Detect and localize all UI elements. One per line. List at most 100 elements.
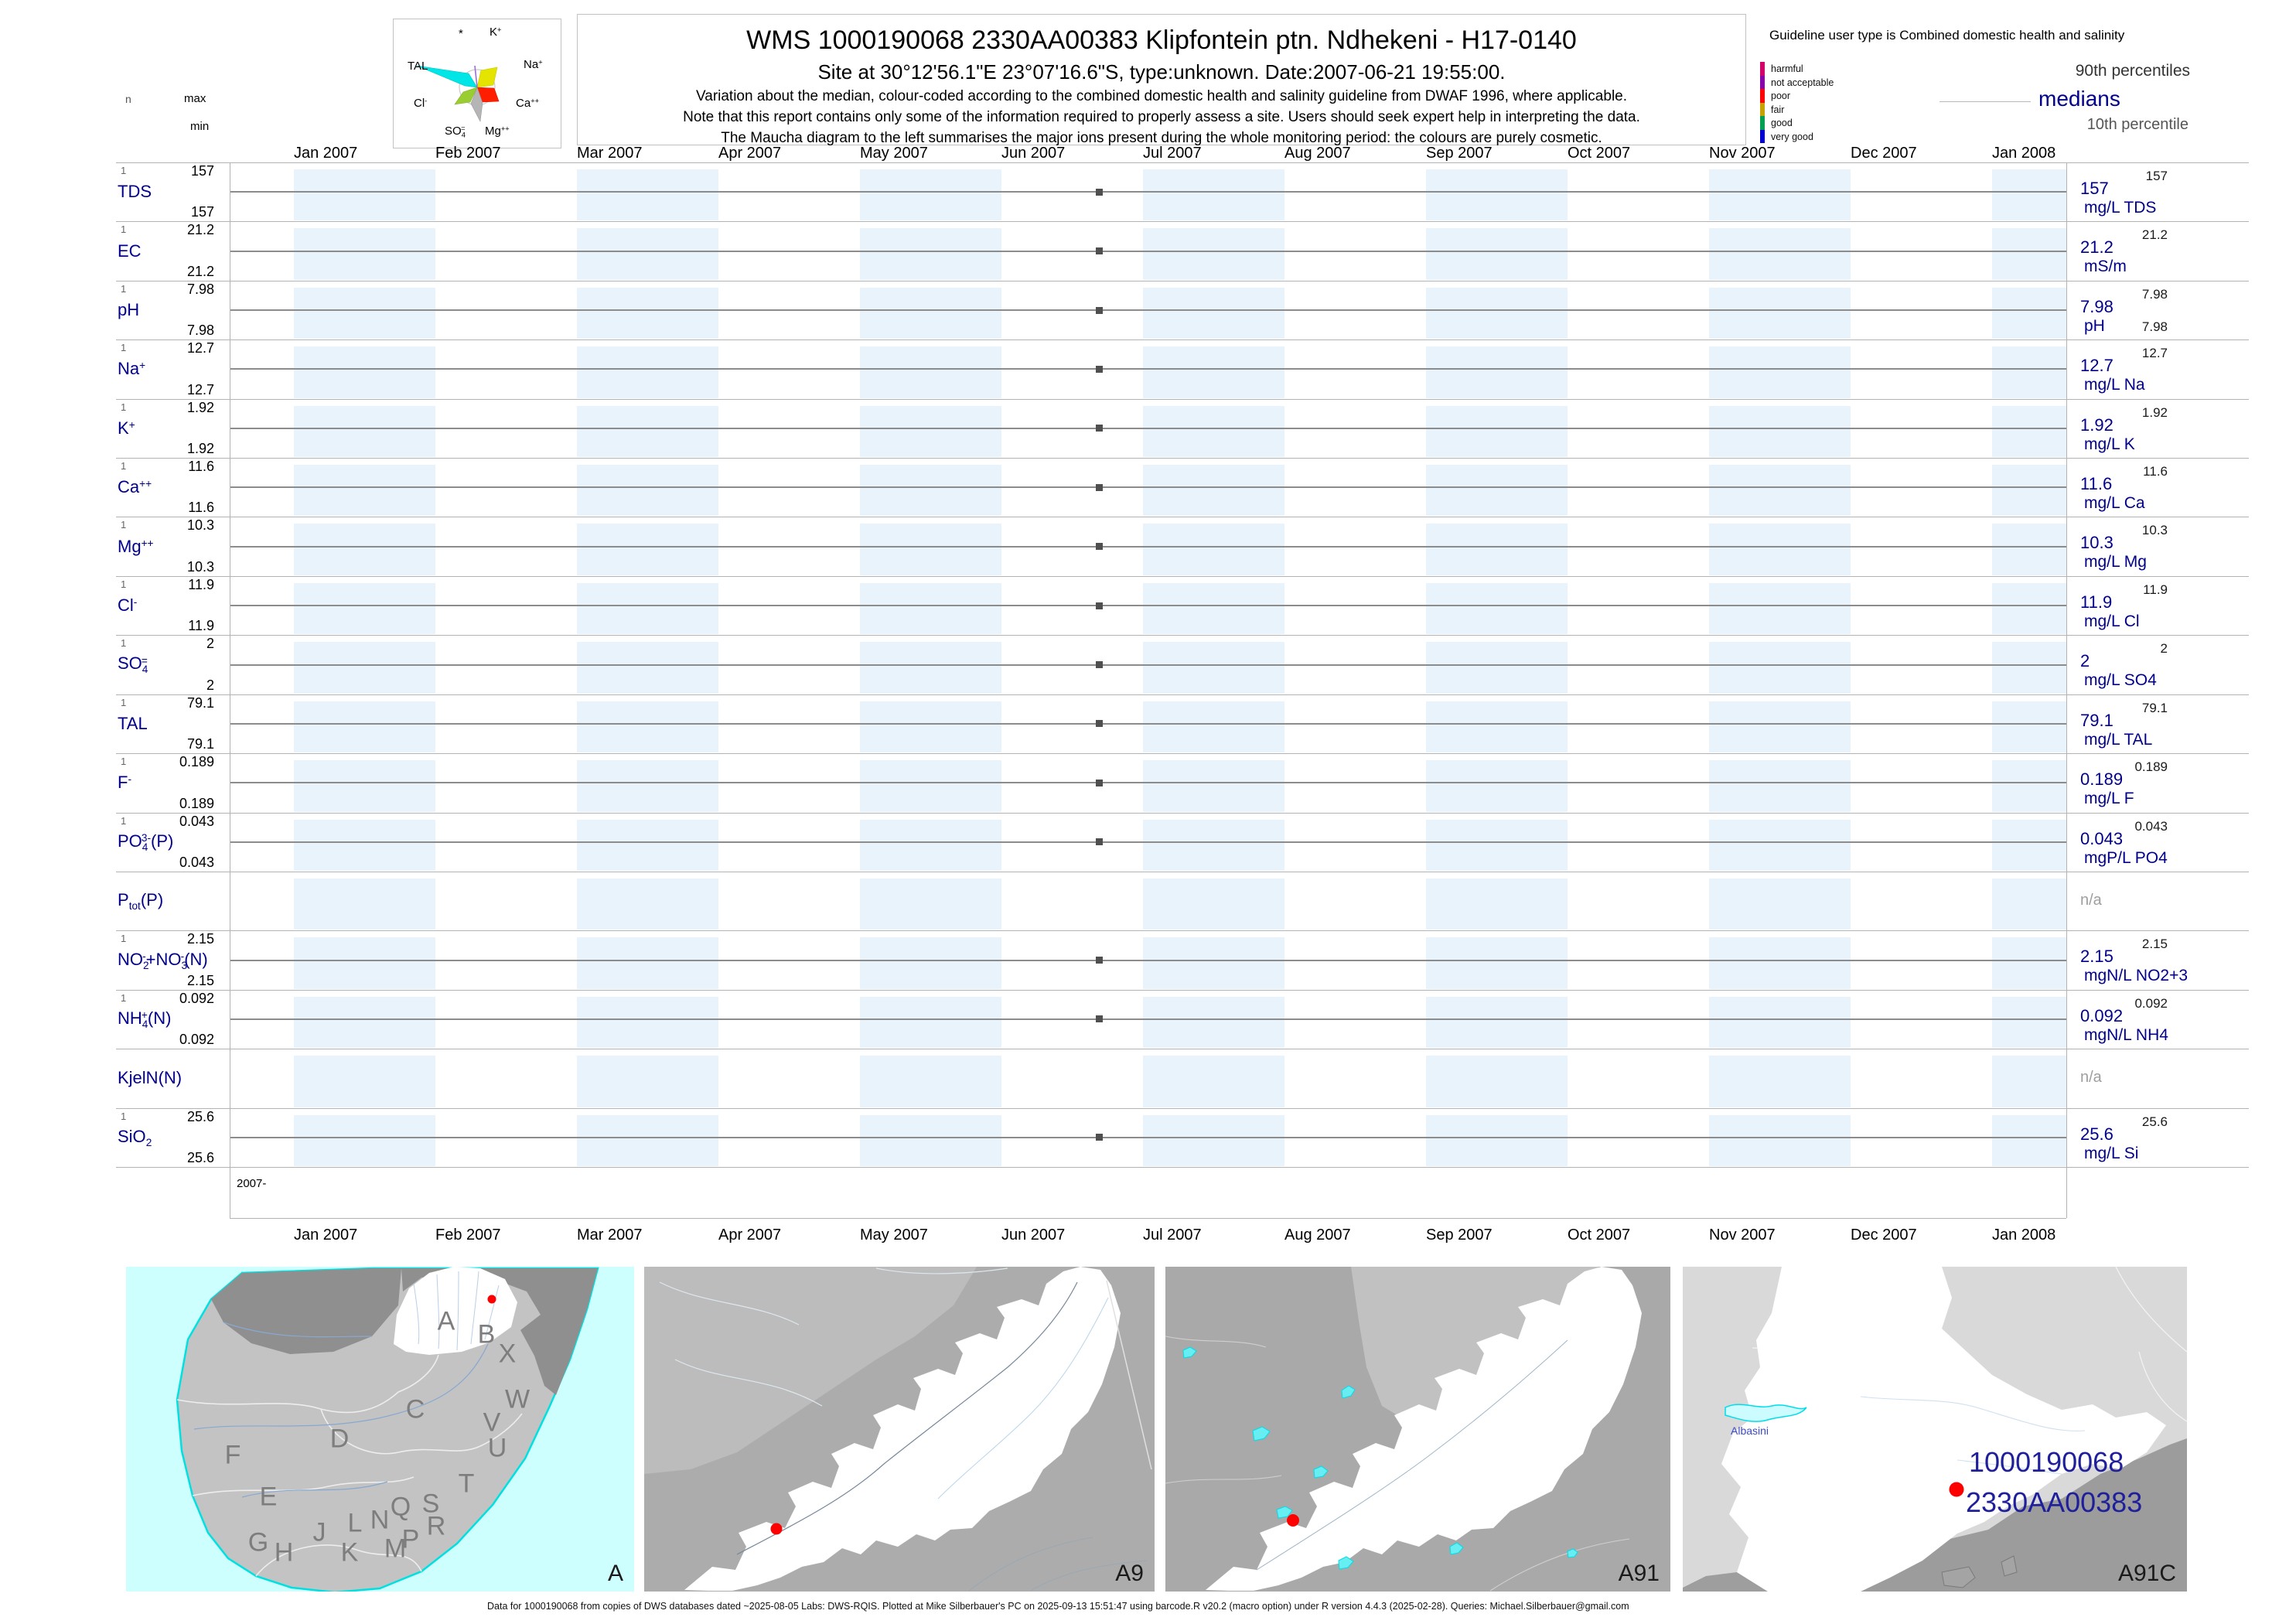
p10-value: 7.98 (2141, 319, 2168, 334)
dam-name-label: Albasini (1731, 1424, 1769, 1437)
determinand-name: SO4= (118, 653, 148, 676)
site-marker-dot (1287, 1514, 1299, 1527)
month-label: Oct 2007 (1568, 145, 1631, 162)
unit-label: mg/L Mg (2084, 553, 2147, 571)
month-band (1143, 524, 1284, 575)
month-band (1143, 760, 1284, 812)
row-separator (116, 989, 2249, 991)
determinand-name: K+ (118, 418, 135, 438)
month-band (860, 582, 1001, 635)
sample-count: 1 (121, 282, 127, 295)
median-line (230, 1018, 2066, 1020)
determinand-label-block: 1 2 SO4= 2 (116, 635, 230, 694)
unit-label: mg/L Si (2084, 1144, 2139, 1162)
median-line (230, 427, 2066, 429)
drainage-region-letter: X (498, 1339, 517, 1369)
locator-map-a9: A9 (644, 1267, 1155, 1592)
median-value: 7.98 (2080, 296, 2113, 316)
month-label: Feb 2007 (435, 1227, 501, 1244)
max-value: 11.6 (188, 459, 214, 475)
max-value: 79.1 (186, 694, 214, 711)
month-band (294, 760, 435, 812)
sample-count: 1 (121, 1110, 127, 1122)
month-band (1992, 701, 2066, 753)
month-label: Oct 2007 (1568, 1227, 1631, 1244)
month-band (1426, 819, 1568, 871)
month-band (860, 405, 1001, 458)
row-separator (116, 930, 2249, 932)
drainage-region-letter: U (487, 1433, 507, 1463)
guideline-class-swatch (1760, 102, 1765, 116)
median-legend-line (1939, 101, 2031, 102)
month-band (860, 524, 1001, 575)
median-value: 0.189 (2080, 769, 2124, 790)
month-band (577, 996, 718, 1049)
determinand-label-block: 1 10.3 Mg++ 10.3 (116, 517, 230, 575)
determinand-value-block: n/a (2077, 1049, 2249, 1107)
drainage-region-letter: F (224, 1440, 241, 1470)
determinand-name: SiO2 (118, 1126, 152, 1148)
guideline-class-label: harmful (1771, 63, 1803, 74)
month-band (860, 169, 1001, 221)
determinand-value-block: 2.15 2.15 mgN/L NO2+3 (2077, 930, 2249, 989)
median-value: 79.1 (2080, 710, 2113, 730)
min-value: 10.3 (186, 558, 214, 575)
month-label: May 2007 (860, 145, 928, 162)
median-value: 21.2 (2080, 237, 2113, 258)
p90-value: 21.2 (2141, 227, 2168, 243)
unit-label: mg/L SO4 (2084, 671, 2157, 690)
month-band (1709, 1114, 1851, 1166)
stat-n-label: n (125, 93, 131, 105)
month-band (1992, 819, 2066, 871)
month-band (1426, 1056, 1568, 1107)
p90-value: 12.7 (2141, 346, 2168, 361)
month-band (1992, 1056, 2066, 1107)
min-value: 157 (190, 204, 214, 220)
min-value: 0.092 (179, 1032, 214, 1048)
map-corner-label-a91c: A91C (2117, 1561, 2176, 1586)
determinand-value-block: 1.92 1.92 mg/L K (2077, 399, 2249, 458)
determinand-value-block: 12.7 12.7 mg/L Na (2077, 339, 2249, 398)
map-corner-label-a: A (607, 1561, 623, 1586)
guideline-class-swatch (1760, 116, 1765, 130)
month-band (294, 582, 435, 635)
max-value: 0.092 (179, 990, 214, 1006)
drainage-region-letter: S (421, 1489, 440, 1519)
drainage-region-letter: M (384, 1534, 407, 1564)
month-band (1992, 169, 2066, 221)
month-band (1143, 937, 1284, 989)
month-band (1426, 937, 1568, 989)
month-band (1143, 996, 1284, 1049)
determinand-value-block: 10.3 10.3 mg/L Mg (2077, 517, 2249, 575)
drainage-region-letter: G (247, 1527, 269, 1557)
month-band (1709, 642, 1851, 694)
determinand-value-block: 157 157 mg/L TDS (2077, 162, 2249, 221)
month-band (1992, 465, 2066, 517)
month-label: Jan 2008 (1992, 145, 2056, 162)
median-value: 2.15 (2080, 947, 2113, 967)
month-label: Nov 2007 (1709, 145, 1776, 162)
median-line (230, 250, 2066, 252)
month-band (294, 465, 435, 517)
month-band (1992, 996, 2066, 1049)
p90-value: 0.043 (2134, 818, 2168, 834)
month-band (1143, 169, 1284, 221)
drainage-region-letter: B (477, 1319, 496, 1349)
maucha-diagram-panel: * K+ TAL Na+ Cl- Ca++ SO4= Mg++ (393, 19, 561, 148)
south-africa-map-image (126, 1267, 634, 1592)
median-line (230, 545, 2066, 548)
guideline-class-label: not acceptable (1771, 77, 1834, 88)
sample-point-marker (1095, 602, 1103, 609)
month-label: Sep 2007 (1426, 1227, 1493, 1244)
p10-legend-label: 10th percentile (2086, 116, 2189, 133)
month-band (860, 1056, 1001, 1107)
determinand-value-block: 0.043 0.043 mgP/L PO4 (2077, 813, 2249, 872)
p90-value: 10.3 (2141, 523, 2168, 538)
month-label: Mar 2007 (577, 1227, 643, 1244)
site-marker-dot (770, 1523, 783, 1535)
determinand-value-block: 25.6 25.6 mg/L Si (2077, 1108, 2249, 1167)
sample-count: 1 (121, 401, 127, 413)
median-value: 157 (2080, 179, 2109, 198)
determinand-name: TAL (118, 713, 148, 733)
determinand-value-block: 7.98 7.98 pH 7.98 (2077, 281, 2249, 339)
